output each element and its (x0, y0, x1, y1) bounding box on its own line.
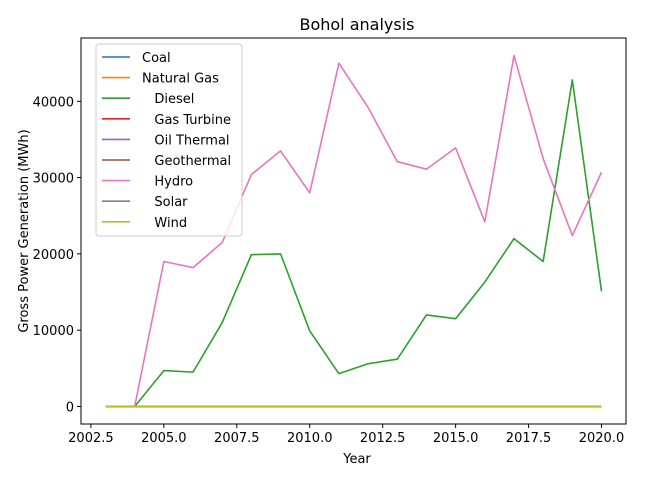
y-axis-ticks: 0 10000 20000 30000 40000 (33, 95, 81, 415)
chart-title: Bohol analysis (299, 15, 414, 34)
legend-frame (95, 43, 243, 237)
y-tick-label: 40000 (33, 95, 74, 110)
y-tick-label: 20000 (33, 248, 74, 263)
legend-label-3: Gas Turbine (142, 113, 231, 128)
x-tick-label: 2010.0 (287, 431, 333, 446)
y-tick-label: 0 (66, 400, 74, 415)
legend-label-1: Natural Gas (142, 72, 219, 87)
x-tick-label: 2020.0 (579, 431, 625, 446)
x-tick-label: 2015.0 (433, 431, 479, 446)
y-tick-label: 10000 (33, 324, 74, 339)
legend-label-0: Coal (142, 51, 171, 66)
x-tick-label: 2002.5 (68, 431, 114, 446)
x-tick-label: 2007.5 (214, 431, 260, 446)
y-axis-label: Gross Power Generation (MWh) (17, 129, 32, 332)
legend-label-4: Oil Thermal (142, 133, 230, 148)
series-layer (105, 54, 603, 408)
plot-frame (80, 37, 627, 425)
legend: Coal Natural Gas Diesel Gas Turbine Oil T… (95, 43, 243, 237)
legend-label-8: Wind (142, 216, 187, 231)
x-axis-ticks: 2002.5 2005.0 2007.5 2010.0 2012.5 2015.0 2017… (68, 424, 624, 446)
legend-label-6: Hydro (142, 175, 193, 190)
x-tick-label: 2017.5 (506, 431, 552, 446)
x-tick-label: 2012.5 (360, 431, 406, 446)
series-line-2 (105, 79, 603, 408)
legend-label-2: Diesel (142, 92, 194, 107)
series-line-6 (105, 54, 603, 408)
y-tick-label: 30000 (33, 172, 74, 187)
x-axis-label: Year (342, 452, 371, 467)
x-tick-label: 2005.0 (141, 431, 187, 446)
legend-label-7: Solar (142, 195, 188, 210)
legend-label-5: Geothermal (142, 154, 231, 169)
